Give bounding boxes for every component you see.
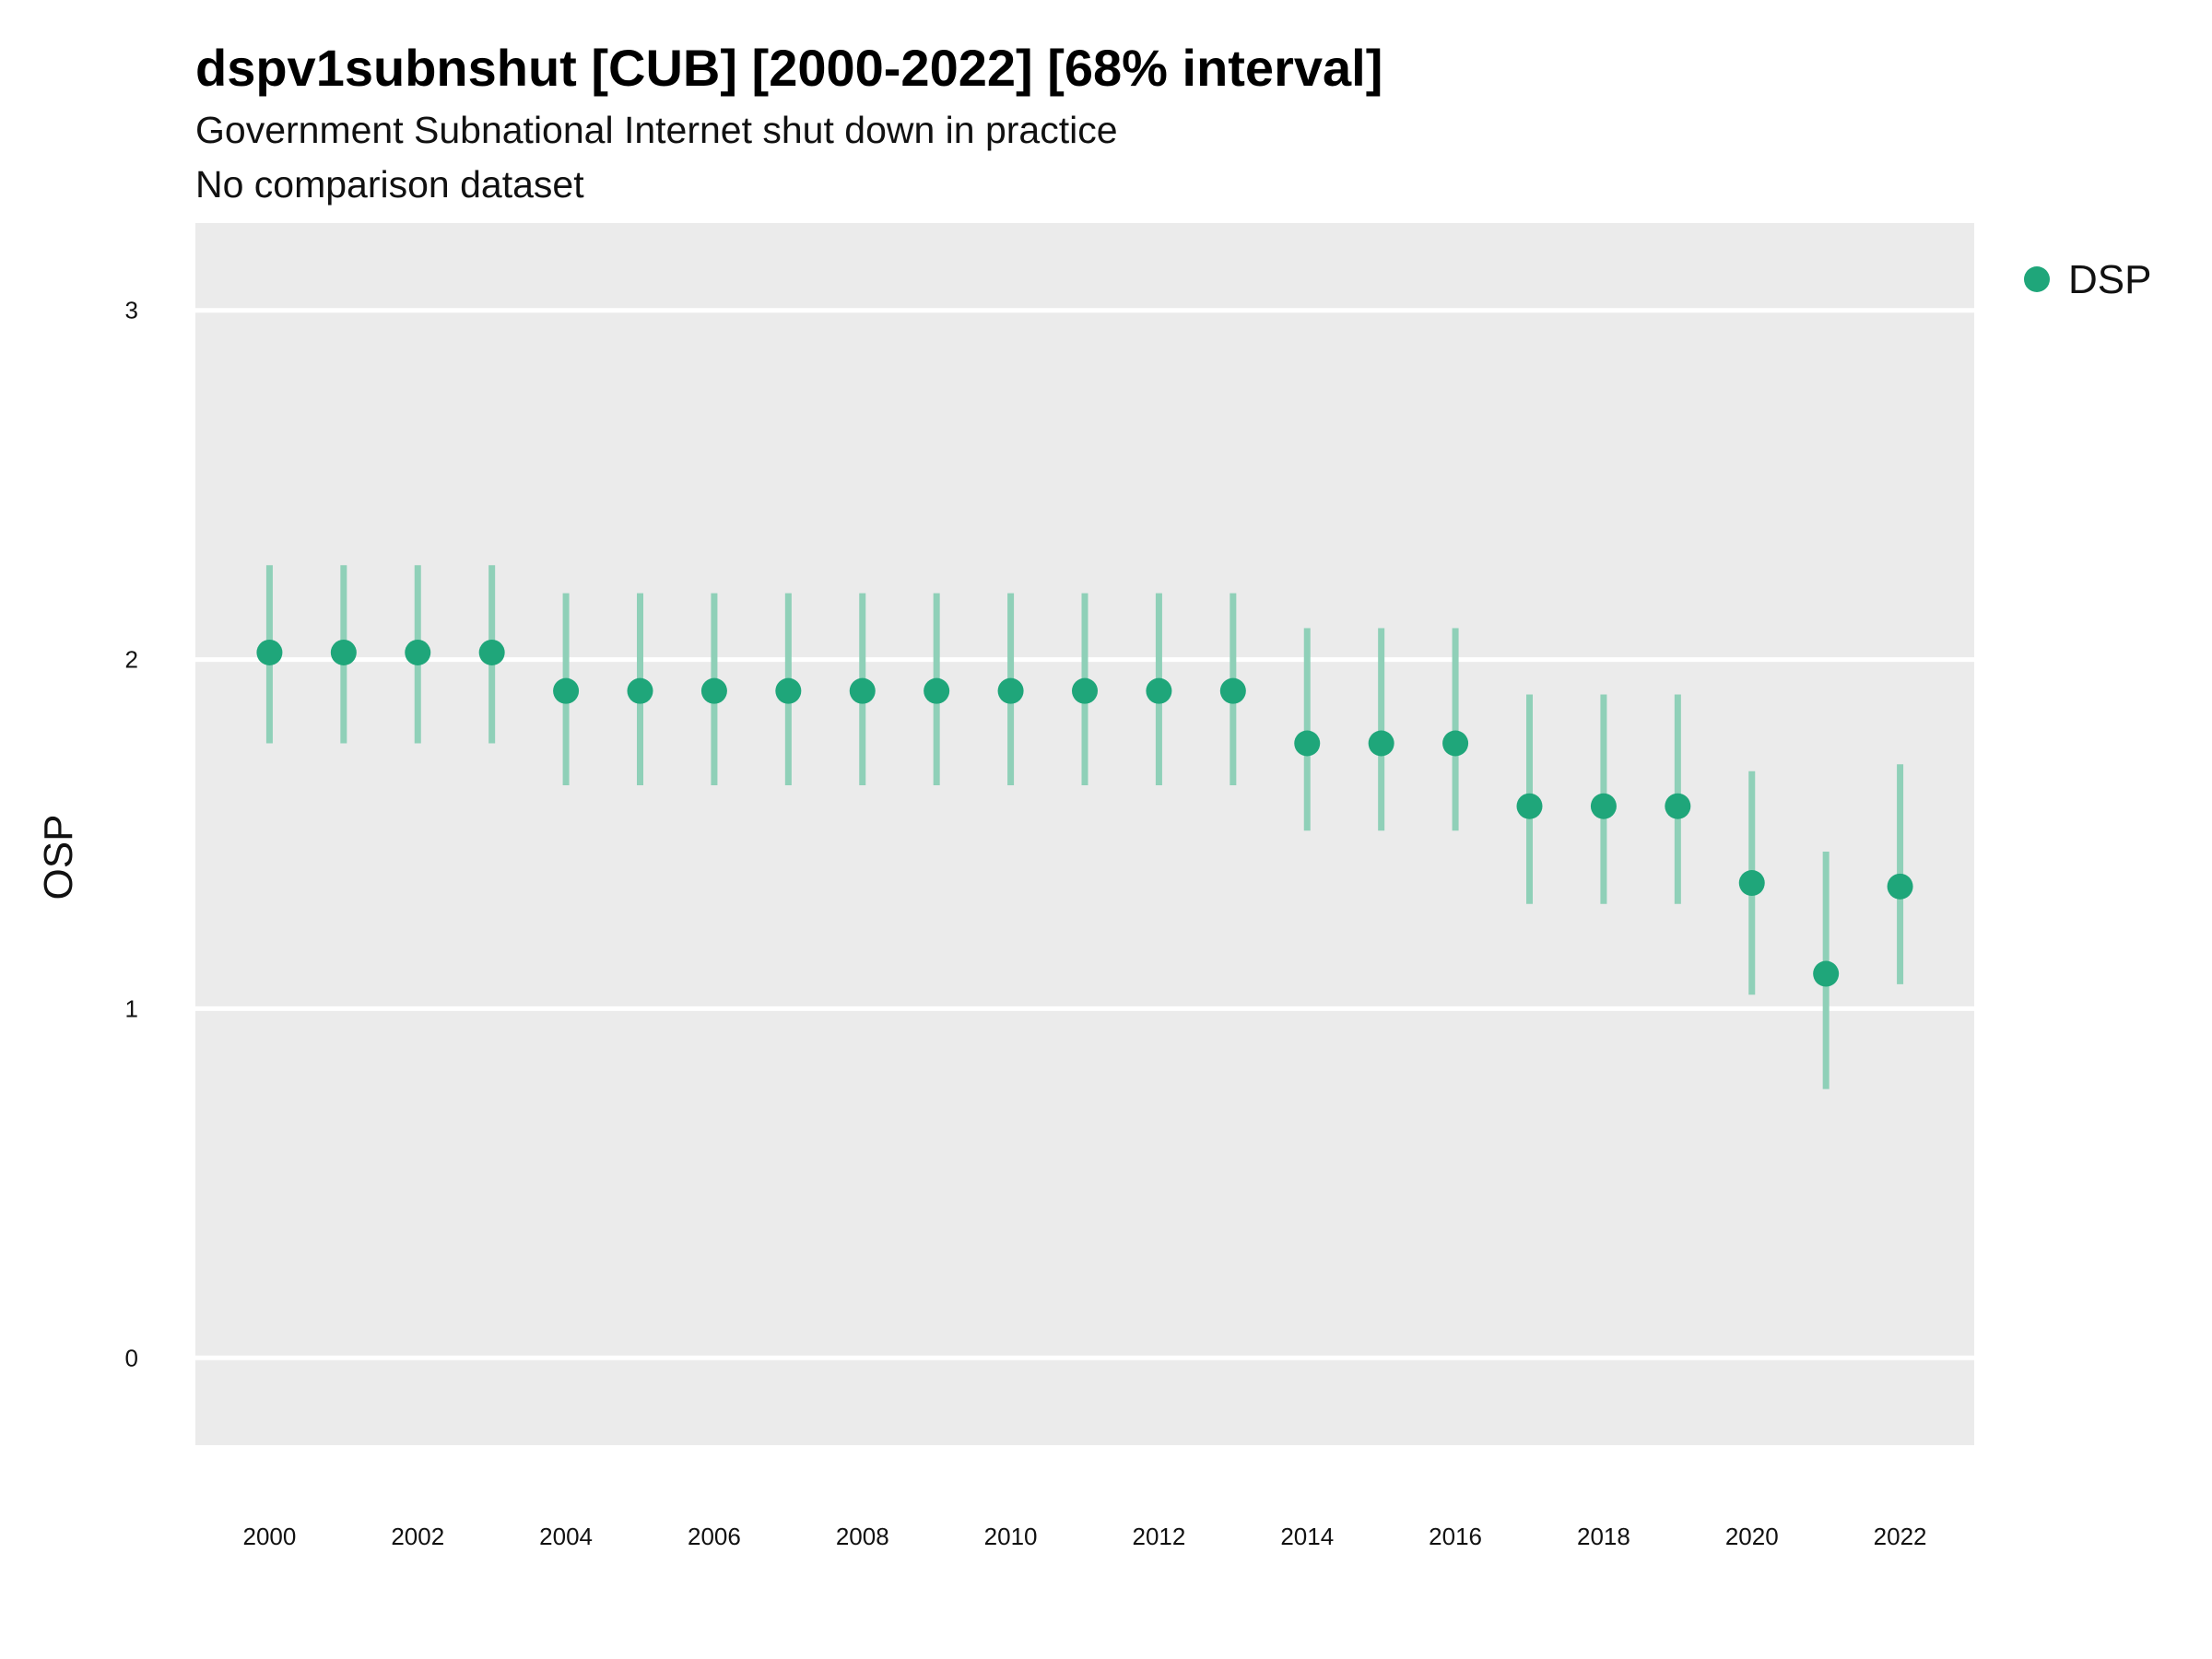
x-tick-label: 2006 — [688, 1523, 741, 1550]
y-tick-label: 0 — [125, 1344, 138, 1371]
x-tick-label: 2004 — [539, 1523, 593, 1550]
x-tick-label: 2010 — [984, 1523, 1038, 1550]
x-tick-label: 2018 — [1577, 1523, 1630, 1550]
data-point — [256, 639, 283, 665]
legend-marker-dsp — [2024, 266, 2050, 292]
data-point — [553, 677, 580, 704]
legend-label-dsp: DSP — [2068, 257, 2151, 302]
x-axis-ticks: 2000 2002 2004 2006 2008 2010 2012 2014 2016 2018… — [242, 1523, 1926, 1550]
x-tick-label: 2022 — [1874, 1523, 1927, 1550]
data-point — [405, 639, 431, 665]
x-tick-label: 2002 — [391, 1523, 444, 1550]
data-point — [997, 677, 1024, 704]
plot-panel — [195, 223, 1974, 1445]
data-point — [330, 639, 357, 665]
x-tick-label: 2014 — [1280, 1523, 1334, 1550]
data-point — [700, 677, 727, 704]
data-point — [1219, 677, 1246, 704]
y-tick-label: 1 — [125, 994, 138, 1022]
data-point — [1516, 793, 1543, 819]
y-tick-label: 2 — [125, 646, 138, 674]
x-tick-label: 2000 — [242, 1523, 296, 1550]
data-point — [849, 677, 876, 704]
data-point — [1294, 730, 1321, 757]
data-point — [1738, 870, 1765, 897]
data-point — [1146, 677, 1172, 704]
chart-subtitle: Government Subnational Internet shut dow… — [195, 109, 1118, 151]
data-point — [1887, 873, 1913, 900]
data-point — [1368, 730, 1394, 757]
data-point — [478, 639, 505, 665]
data-point — [1590, 793, 1617, 819]
data-point — [1072, 677, 1098, 704]
data-point — [1442, 730, 1469, 757]
data-point — [627, 677, 653, 704]
chart-title: dspv1subnshut [CUB] [2000-2022] [68% int… — [195, 39, 1382, 97]
data-point — [1665, 793, 1691, 819]
legend: DSP — [2024, 257, 2151, 302]
x-tick-label: 2020 — [1725, 1523, 1779, 1550]
chart-subtitle-comparison: No comparison dataset — [195, 163, 584, 206]
data-point — [775, 677, 802, 704]
y-axis-ticks: 0 1 2 3 — [125, 297, 138, 1372]
x-tick-label: 2012 — [1132, 1523, 1185, 1550]
x-tick-label: 2008 — [836, 1523, 889, 1550]
data-point — [1813, 960, 1840, 987]
y-axis-label: OSP — [36, 815, 81, 900]
x-tick-label: 2016 — [1429, 1523, 1482, 1550]
data-points — [256, 639, 1913, 987]
data-point — [924, 677, 950, 704]
y-tick-label: 3 — [125, 297, 138, 324]
